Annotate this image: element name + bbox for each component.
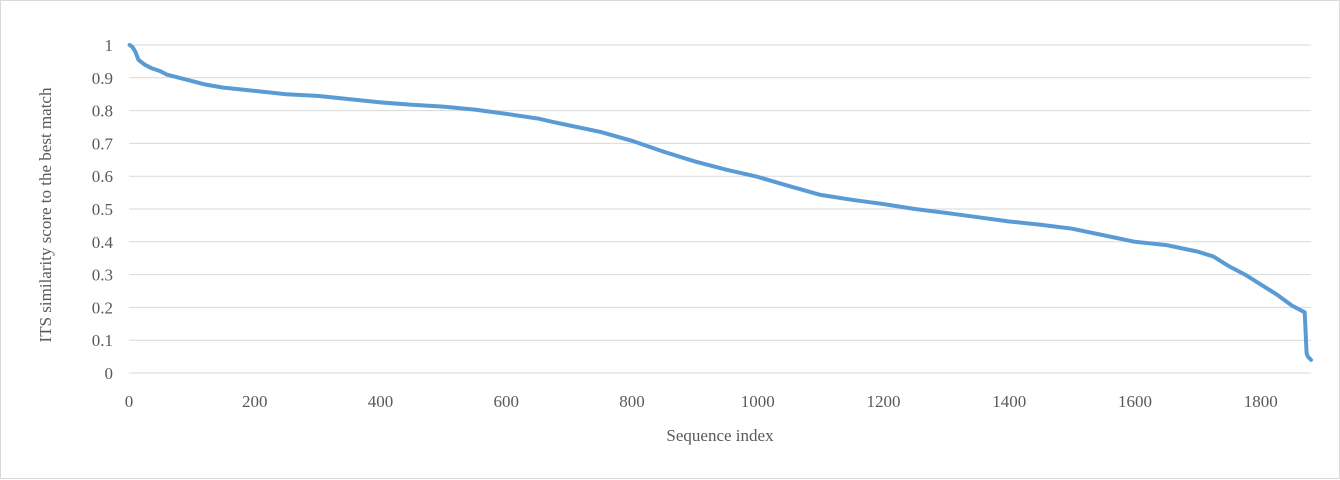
y-tick-label: 0 — [105, 364, 114, 383]
y-tick-label: 0.6 — [92, 167, 113, 186]
x-tick-label: 800 — [619, 392, 645, 411]
y-axis-title: ITS similarity score to the best match — [36, 87, 55, 342]
y-tick-label: 0.7 — [92, 134, 114, 153]
x-tick-label: 1200 — [866, 392, 900, 411]
x-axis-tick-labels: 0 200 400 600 800 1000 1200 1400 1600 1800 — [125, 392, 1278, 411]
y-tick-label: 0.1 — [92, 331, 113, 350]
x-tick-label: 200 — [242, 392, 268, 411]
y-tick-label: 0.9 — [92, 69, 113, 88]
y-tick-label: 0.2 — [92, 298, 113, 317]
y-tick-label: 0.5 — [92, 200, 113, 219]
x-tick-label: 400 — [368, 392, 394, 411]
y-tick-label: 0.3 — [92, 266, 113, 285]
x-tick-label: 1400 — [992, 392, 1026, 411]
x-tick-label: 1800 — [1244, 392, 1278, 411]
y-tick-label: 1 — [105, 36, 114, 55]
x-tick-label: 0 — [125, 392, 134, 411]
series-line — [127, 43, 1313, 362]
x-tick-label: 1000 — [741, 392, 775, 411]
x-tick-label: 1600 — [1118, 392, 1152, 411]
y-axis-tick-labels: 0 0.1 0.2 0.3 0.4 0.5 0.6 0.7 0.8 0.9 1 — [92, 36, 114, 383]
series-group — [127, 43, 1313, 362]
x-tick-label: 600 — [493, 392, 519, 411]
gridlines — [129, 44, 1311, 341]
x-axis-title: Sequence index — [666, 426, 774, 445]
y-tick-label: 0.8 — [92, 102, 113, 121]
y-tick-label: 0.4 — [92, 233, 114, 252]
